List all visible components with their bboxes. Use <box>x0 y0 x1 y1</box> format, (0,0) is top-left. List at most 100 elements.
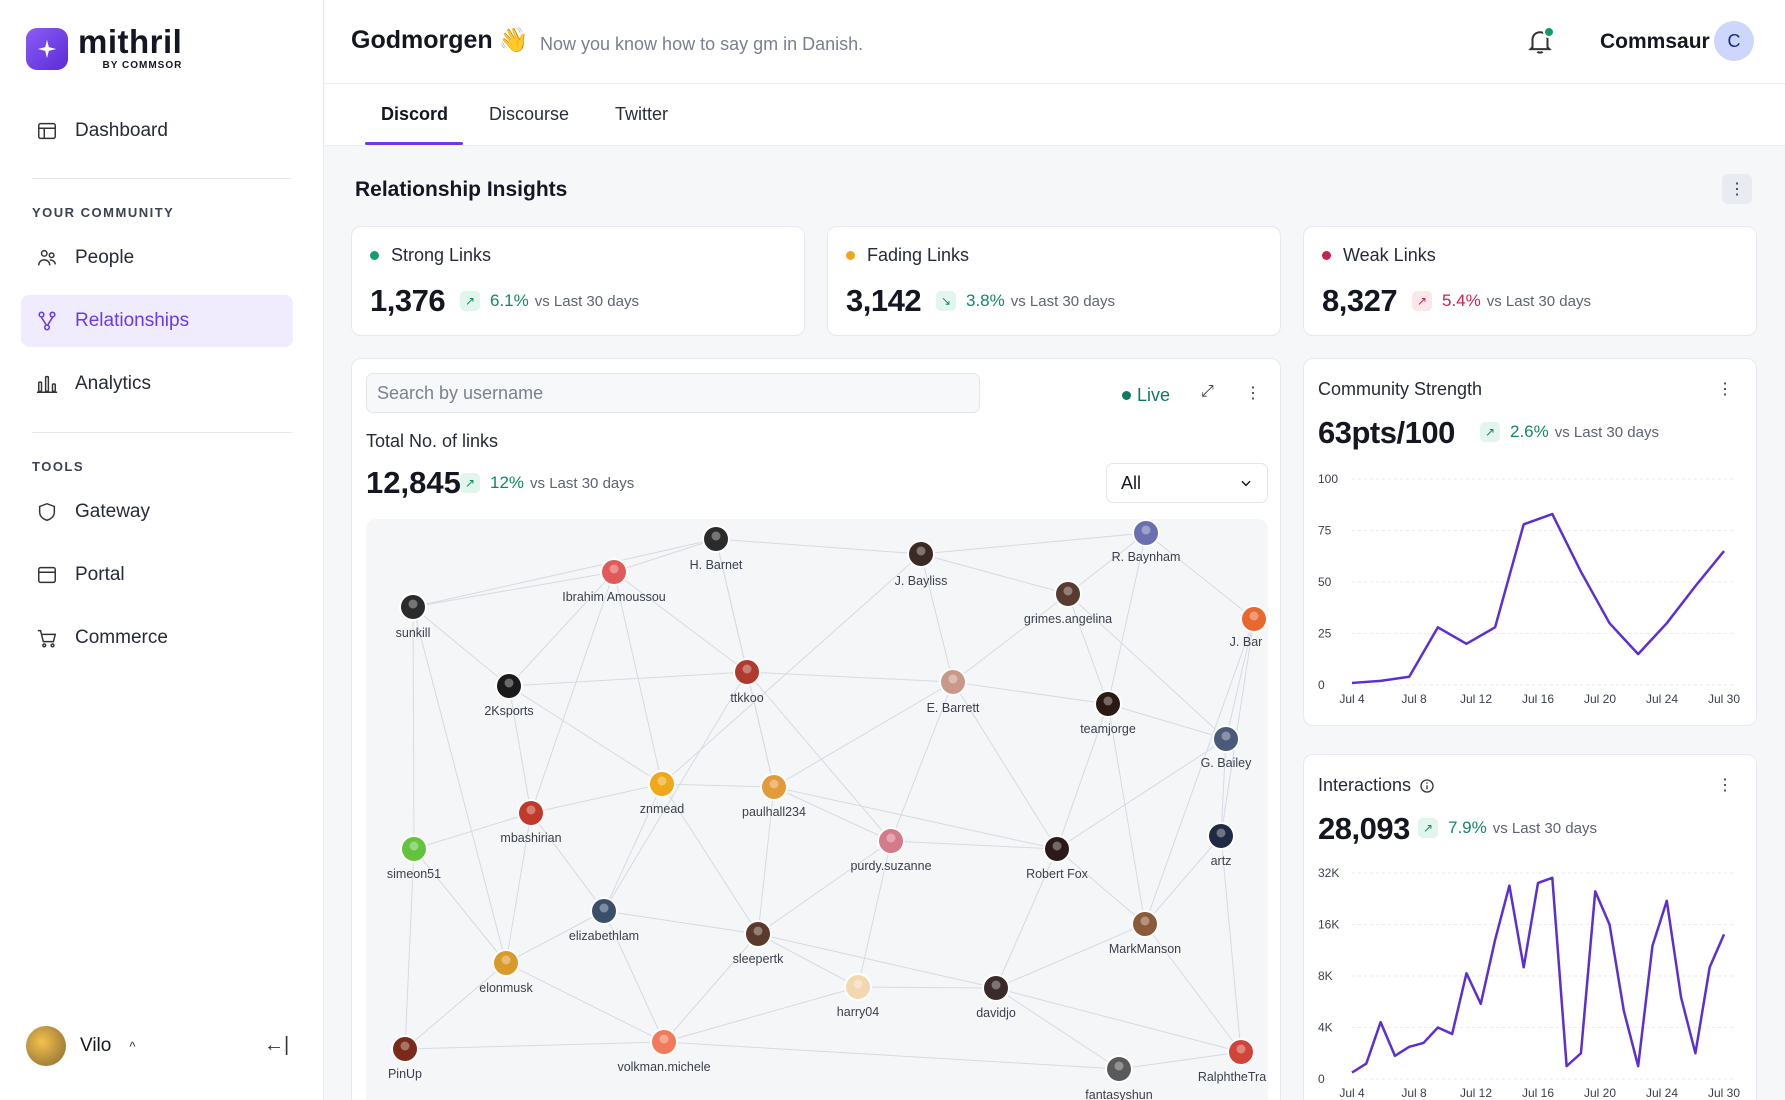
user-node-avatar[interactable] <box>1134 521 1158 545</box>
info-icon[interactable] <box>1419 778 1435 794</box>
graph-edge <box>505 812 532 964</box>
avatar-highlight <box>409 841 419 851</box>
node-label: sleepertk <box>733 952 784 966</box>
brand-logo[interactable]: mithril BY COMMSOR <box>26 25 182 71</box>
avatar-highlight <box>753 926 763 936</box>
user-node-avatar[interactable] <box>909 542 933 566</box>
avatar-highlight <box>1141 525 1151 535</box>
sidebar-item-dashboard[interactable]: Dashboard <box>21 105 293 157</box>
filter-dropdown[interactable]: All <box>1106 463 1268 503</box>
more-options-icon[interactable]: ⋮ <box>1722 174 1752 204</box>
sidebar-item-analytics[interactable]: Analytics <box>21 358 293 410</box>
avatar-highlight <box>742 664 752 674</box>
more-options-icon[interactable]: ⋮ <box>1717 777 1733 794</box>
sidebar-item-portal[interactable]: Portal <box>21 549 293 601</box>
graph-edge <box>413 848 507 964</box>
node-label: volkman.michele <box>617 1060 710 1074</box>
node-label: J. Bar <box>1230 635 1263 649</box>
graph-edge <box>1067 593 1109 705</box>
user-node-avatar[interactable] <box>402 837 426 861</box>
user-node-avatar[interactable] <box>846 975 870 999</box>
user-node-avatar[interactable] <box>652 1030 676 1054</box>
collapse-sidebar-button[interactable]: ←| <box>264 1034 290 1056</box>
avatar-highlight <box>916 546 926 556</box>
graph-edge <box>404 962 507 1050</box>
user-node-avatar[interactable] <box>879 829 903 853</box>
x-tick-label: Jul 20 <box>1584 1086 1616 1100</box>
user-node-avatar[interactable] <box>602 560 626 584</box>
avatar-highlight <box>526 805 536 815</box>
greeting-subtitle: Now you know how to say gm in Danish. <box>540 34 864 54</box>
stat-delta: ↗ 6.1% vs Last 30 days <box>460 291 639 311</box>
node-label: fantasyshun <box>1085 1088 1152 1100</box>
graph-edge <box>1107 703 1146 925</box>
user-node-avatar[interactable] <box>762 775 786 799</box>
tab-discourse[interactable]: Discourse <box>489 104 570 124</box>
chart-delta: ↗ 2.6% vs Last 30 days <box>1480 422 1659 442</box>
graph-edge <box>661 783 775 788</box>
more-options-icon[interactable]: ⋮ <box>1717 381 1733 398</box>
tab-twitter[interactable]: Twitter <box>615 104 669 124</box>
graph-edge <box>952 681 1058 850</box>
header-user-name[interactable]: Commsaur <box>1600 30 1710 53</box>
user-name: Vilo <box>80 1035 112 1056</box>
series-line <box>1351 876 1726 1074</box>
avatar-highlight <box>1114 1061 1124 1071</box>
tab-discord[interactable]: Discord <box>381 104 449 124</box>
user-node-avatar[interactable] <box>393 1037 417 1061</box>
delta-comparison: vs Last 30 days <box>534 292 639 310</box>
stat-value: 8,327 <box>1322 283 1398 318</box>
user-node-avatar[interactable] <box>1133 912 1157 936</box>
user-node-avatar[interactable] <box>746 922 770 946</box>
stat-label: Fading Links <box>867 245 970 265</box>
sidebar-item-gateway[interactable]: Gateway <box>21 486 293 538</box>
avatar[interactable]: C <box>1714 21 1754 61</box>
user-node-avatar[interactable] <box>984 976 1008 1000</box>
search-input[interactable] <box>366 373 980 413</box>
arrow-up-right-icon: ↗ <box>1480 422 1500 442</box>
user-node-avatar[interactable] <box>497 674 521 698</box>
graph-edge <box>757 786 775 935</box>
user-node-avatar[interactable] <box>650 772 674 796</box>
graph-edge <box>505 910 605 964</box>
expand-icon[interactable]: ⤢ <box>1201 383 1214 400</box>
user-node-avatar[interactable] <box>941 670 965 694</box>
user-node-avatar[interactable] <box>1045 837 1069 861</box>
user-node-avatar[interactable] <box>1229 1040 1253 1064</box>
chevron-down-icon <box>1241 480 1251 487</box>
user-node-avatar[interactable] <box>592 899 616 923</box>
graph-edge <box>920 532 1147 555</box>
bell-icon[interactable] <box>1525 26 1555 56</box>
chart-value: 28,093 <box>1318 811 1410 846</box>
status-dot <box>370 251 379 260</box>
user-node-avatar[interactable] <box>735 660 759 684</box>
user-node-avatar[interactable] <box>1242 607 1266 631</box>
network-graph[interactable]: H. Barnet J. Bayliss R. Baynham Ibrahim Amo… <box>366 519 1268 1100</box>
arrow-up-right-icon: ↗ <box>1418 818 1438 838</box>
sidebar-item-relationships[interactable]: Relationships <box>21 295 293 347</box>
user-menu[interactable]: Vilo ^ <box>26 1026 135 1066</box>
user-node-avatar[interactable] <box>519 801 543 825</box>
user-node-avatar[interactable] <box>494 951 518 975</box>
avatar-highlight <box>1063 586 1073 596</box>
graph-edge <box>1067 593 1227 740</box>
x-tick-label: Jul 12 <box>1460 1086 1492 1100</box>
graph-edge <box>508 685 532 814</box>
user-node-avatar[interactable] <box>1107 1057 1131 1081</box>
greeting: Godmorgen 👋 <box>351 26 529 55</box>
user-node-avatar[interactable] <box>1209 824 1233 848</box>
sidebar-item-people[interactable]: People <box>21 232 293 284</box>
people-icon <box>35 246 59 270</box>
user-node-avatar[interactable] <box>401 595 425 619</box>
user-node-avatar[interactable] <box>1096 692 1120 716</box>
sidebar-item-commerce[interactable]: Commerce <box>21 612 293 664</box>
user-node-avatar[interactable] <box>1214 727 1238 751</box>
user-node-avatar[interactable] <box>704 527 728 551</box>
stat-delta: ↗ 5.4% vs Last 30 days <box>1412 291 1591 311</box>
x-tick-label: Jul 24 <box>1646 1086 1678 1100</box>
graph-edge <box>404 1041 665 1050</box>
more-options-icon[interactable]: ⋮ <box>1245 385 1261 402</box>
user-node-avatar[interactable] <box>1056 582 1080 606</box>
stat-value: 1,376 <box>370 283 446 318</box>
delta-percent: 12% <box>490 473 525 492</box>
